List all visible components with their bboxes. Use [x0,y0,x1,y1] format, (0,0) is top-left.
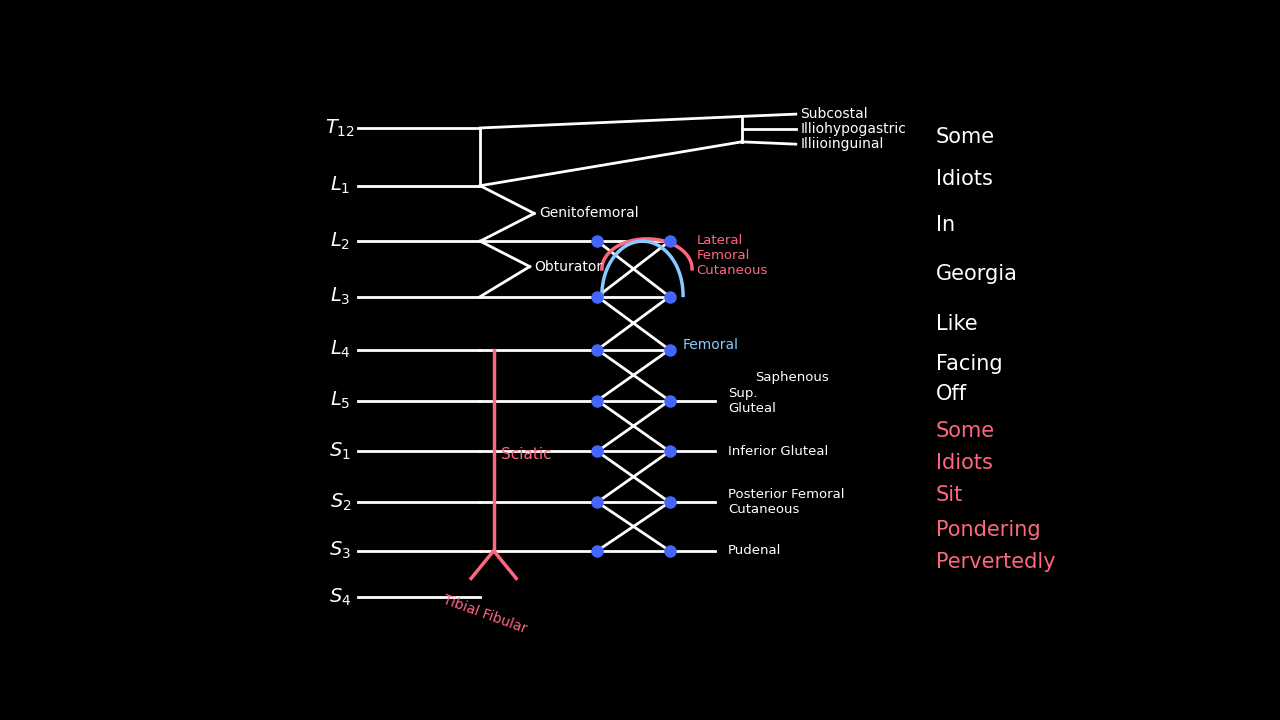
Text: Sit: Sit [936,485,963,505]
Text: Tibial Fibular: Tibial Fibular [440,593,529,636]
Text: Subcostal: Subcostal [800,107,868,121]
Text: Like: Like [936,315,977,334]
Text: $T_{12}$: $T_{12}$ [325,117,356,139]
Text: Georgia: Georgia [936,264,1018,284]
Text: $L_3$: $L_3$ [330,286,351,307]
Text: Illiohypogastric: Illiohypogastric [800,122,906,136]
Text: $L_1$: $L_1$ [330,175,351,197]
Text: Inferior Gluteal: Inferior Gluteal [728,445,828,458]
Text: Posterior Femoral
Cutaneous: Posterior Femoral Cutaneous [728,488,845,516]
Text: Some: Some [936,127,995,147]
Text: Pondering: Pondering [936,520,1041,540]
Text: Genitofemoral: Genitofemoral [539,207,639,220]
Text: Obturator: Obturator [534,260,603,274]
Text: $S_2$: $S_2$ [329,492,351,513]
Text: $L_4$: $L_4$ [330,339,351,361]
Text: In: In [936,215,955,235]
Text: $S_3$: $S_3$ [329,540,351,562]
Text: Femoral: Femoral [684,338,739,352]
Text: Sciatic: Sciatic [500,447,552,462]
Text: Idiots: Idiots [936,453,992,473]
Text: $L_5$: $L_5$ [330,390,351,411]
Text: Pudenal: Pudenal [728,544,782,557]
Text: $S_1$: $S_1$ [329,441,351,462]
Text: Idiots: Idiots [936,168,992,189]
Text: Illiioinguinal: Illiioinguinal [800,137,883,151]
Text: Some: Some [936,420,995,441]
Text: Sup.
Gluteal: Sup. Gluteal [728,387,776,415]
Text: Off: Off [936,384,966,404]
Text: $S_4$: $S_4$ [329,586,352,608]
Text: Facing: Facing [936,354,1002,374]
Text: Lateral
Femoral
Cutaneous: Lateral Femoral Cutaneous [696,233,768,276]
Text: Saphenous: Saphenous [755,371,829,384]
Text: $L_2$: $L_2$ [330,230,351,252]
Text: Pervertedly: Pervertedly [936,552,1055,572]
